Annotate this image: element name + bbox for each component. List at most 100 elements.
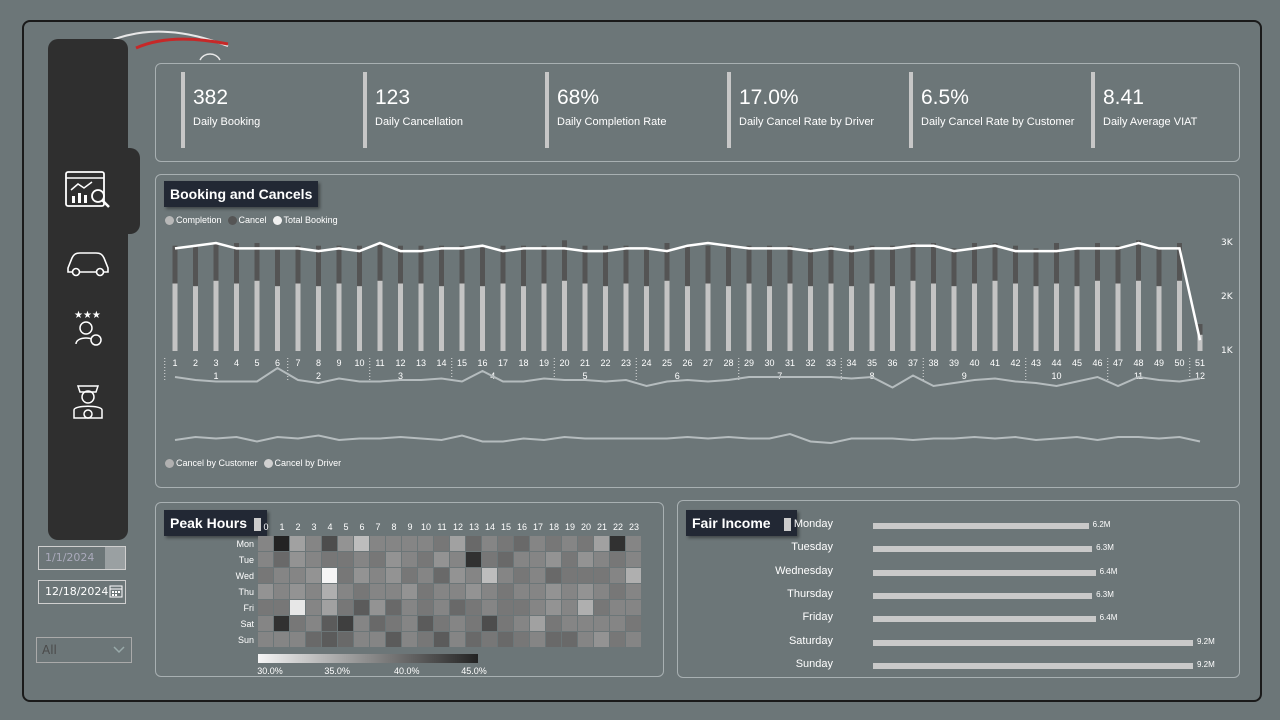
cancel-bar	[541, 245, 547, 284]
kpi-label: Daily Average VIAT	[1103, 116, 1198, 128]
cancel-customer-line	[174, 366, 1201, 389]
heatmap-cell	[338, 600, 353, 615]
hour-label: 9	[407, 522, 412, 532]
cancel-bar	[1156, 248, 1162, 287]
hour-label: 17	[533, 522, 543, 532]
x-tick-label: 17	[498, 358, 508, 368]
heatmap-cell	[626, 600, 641, 615]
heatmap-cell	[322, 584, 337, 599]
legend-cancel-customer[interactable]: Cancel by Customer	[165, 458, 258, 469]
cancel-bar	[275, 248, 280, 287]
heatmap-cell	[322, 552, 337, 567]
heatmap-cell	[562, 536, 577, 551]
kpi-label: Daily Cancel Rate by Customer	[921, 116, 1075, 128]
x-tick-label: 2	[193, 358, 198, 368]
cancel-bar	[931, 243, 936, 284]
completion-bar	[1177, 280, 1182, 351]
heatmap-cell	[466, 584, 481, 599]
heatmap-cell	[402, 536, 417, 551]
heatmap-cell	[610, 632, 625, 647]
legend-cancel-driver[interactable]: Cancel by Driver	[263, 458, 341, 469]
total-booking-line	[174, 241, 1202, 341]
start-date-picker[interactable]	[105, 547, 125, 569]
day-label: Thu	[238, 587, 254, 597]
heatmap-cell	[386, 632, 401, 647]
x-tick-label: 21	[580, 358, 590, 368]
heatmap-cell	[610, 552, 625, 567]
heatmap-cell	[594, 552, 609, 567]
filter-dropdown[interactable]: All	[36, 637, 132, 663]
completion-bar	[459, 283, 465, 351]
calendar-icon[interactable]	[109, 584, 123, 598]
hour-label: 13	[469, 522, 479, 532]
rating-user-icon[interactable]: ★★★	[62, 306, 114, 352]
heatmap-cell	[562, 568, 577, 583]
heatmap-cell	[354, 568, 369, 583]
kpi-average-viat: 8.41 Daily Average VIAT	[1091, 72, 1197, 148]
x-tick-label: 3	[213, 358, 218, 368]
completion-bar	[808, 286, 813, 351]
heatmap-cell	[498, 632, 513, 647]
cancel-bar	[295, 245, 301, 284]
heatmap-cell	[354, 616, 369, 631]
heatmap-cell	[354, 584, 369, 599]
heatmap-cell	[466, 568, 481, 583]
heatmap-cell	[530, 568, 545, 583]
cancel-bar	[1177, 243, 1182, 281]
legend-total-booking[interactable]: Total Booking	[272, 215, 338, 226]
income-bar	[873, 616, 1096, 623]
x-tick-label: 32	[805, 358, 815, 368]
heatmap-cell	[418, 584, 433, 599]
end-date-input[interactable]: 12/18/2024	[38, 580, 126, 604]
completion-bar	[1115, 283, 1121, 351]
x-tick-label: 23	[621, 358, 631, 368]
car-icon[interactable]	[62, 240, 114, 286]
heatmap-cell	[466, 616, 481, 631]
kpi-completion-rate: 68% Daily Completion Rate	[545, 72, 666, 148]
completion-bar	[767, 286, 772, 351]
fair-income-row: Tuesday 6.3M	[677, 541, 1237, 559]
hour-label: 0	[263, 522, 268, 532]
heatmap-cell	[258, 584, 273, 599]
fair-income-chart: Monday 6.2M Tuesday 6.3M Wednesday 6.4M Thursd…	[677, 516, 1240, 676]
heatmap-cell	[514, 568, 529, 583]
heatmap-cell	[482, 552, 497, 567]
heatmap-cell	[402, 600, 417, 615]
heatmap-cell	[514, 600, 529, 615]
day-label: Wed	[236, 571, 254, 581]
x-tick-label: 51	[1195, 358, 1205, 368]
day-label: Fri	[244, 603, 255, 613]
cancel-bar	[254, 243, 260, 281]
completion-bar	[931, 283, 936, 351]
income-value: 9.2M	[1197, 636, 1215, 646]
heatmap-cell	[258, 600, 273, 615]
start-date-input[interactable]: 1/1/2024	[38, 546, 126, 570]
heatmap-cell	[594, 616, 609, 631]
hour-label: 18	[549, 522, 559, 532]
heatmap-cell	[370, 536, 385, 551]
heatmap-cell	[322, 600, 337, 615]
heatmap-cell	[338, 616, 353, 631]
completion-bar	[172, 283, 178, 351]
heatmap-cell	[274, 616, 289, 631]
x-tick-label: 36	[887, 358, 897, 368]
month-label: 3	[398, 371, 403, 381]
cancel-bar	[336, 245, 342, 284]
x-tick-label: 45	[1072, 358, 1082, 368]
heatmap-cell	[498, 600, 513, 615]
driver-icon[interactable]	[62, 376, 114, 422]
x-tick-label: 35	[867, 358, 877, 368]
completion-bar	[869, 283, 875, 351]
x-tick-label: 18	[518, 358, 528, 368]
x-tick-label: 40	[969, 358, 979, 368]
cancel-driver-line	[174, 432, 1201, 445]
analytics-icon[interactable]	[62, 168, 114, 214]
legend-completion[interactable]: Completion	[165, 215, 222, 226]
booking-chart: 1 2 3 4 5 6 7 8 9 10 11 12 13 14 15 16 17 18 19 20 21 22 23 24 2…	[164, 240, 1205, 445]
x-tick-label: 34	[846, 358, 856, 368]
completion-bar	[1136, 280, 1141, 351]
legend-cancel[interactable]: Cancel	[227, 215, 267, 226]
heatmap-cell	[466, 632, 481, 647]
heatmap-cell	[370, 552, 385, 567]
heatmap-cell	[530, 600, 545, 615]
